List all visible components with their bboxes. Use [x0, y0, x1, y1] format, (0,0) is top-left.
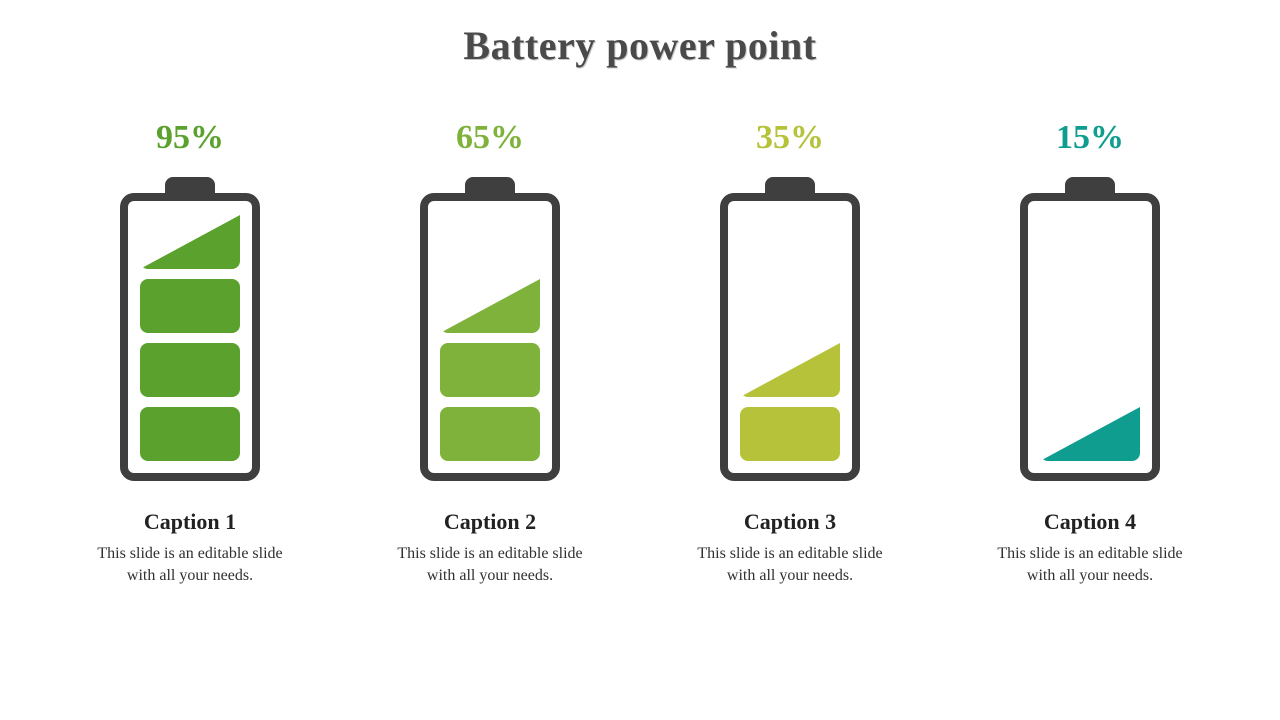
- percent-label: 35%: [756, 119, 824, 157]
- battery-cell: [140, 279, 240, 333]
- battery-tip: [1065, 177, 1115, 193]
- battery-cell: [440, 407, 540, 461]
- caption: Caption 4: [1044, 509, 1136, 535]
- battery-icon: [1020, 177, 1160, 481]
- battery-row: 95% Caption 1 This slide is an editable …: [85, 119, 1195, 586]
- percent-label: 95%: [156, 119, 224, 157]
- caption: Caption 3: [744, 509, 836, 535]
- battery-wedge: [140, 215, 240, 269]
- caption: Caption 2: [444, 509, 536, 535]
- slide-title: Battery power point: [463, 22, 816, 69]
- battery-wedge: [1040, 407, 1140, 461]
- battery-wedge: [740, 343, 840, 397]
- battery-body: [1020, 193, 1160, 481]
- battery-icon: [420, 177, 560, 481]
- battery-item-2: 65% Caption 2 This slide is an editable …: [385, 119, 595, 586]
- battery-cells: [440, 279, 540, 461]
- slide: Battery power point 95% Caption 1 This s…: [0, 0, 1280, 720]
- description: This slide is an editable slide with all…: [990, 543, 1190, 586]
- battery-cells: [140, 215, 240, 461]
- battery-body: [720, 193, 860, 481]
- battery-cells: [740, 343, 840, 461]
- battery-cell: [140, 407, 240, 461]
- description: This slide is an editable slide with all…: [690, 543, 890, 586]
- battery-tip: [165, 177, 215, 193]
- battery-body: [120, 193, 260, 481]
- battery-body: [420, 193, 560, 481]
- percent-label: 15%: [1056, 119, 1124, 157]
- caption: Caption 1: [144, 509, 236, 535]
- battery-icon: [720, 177, 860, 481]
- percent-label: 65%: [456, 119, 524, 157]
- battery-item-1: 95% Caption 1 This slide is an editable …: [85, 119, 295, 586]
- battery-cell: [440, 343, 540, 397]
- description: This slide is an editable slide with all…: [390, 543, 590, 586]
- description: This slide is an editable slide with all…: [90, 543, 290, 586]
- battery-tip: [465, 177, 515, 193]
- battery-item-3: 35% Caption 3 This slide is an editable …: [685, 119, 895, 586]
- battery-item-4: 15% Caption 4 This slide is an editable …: [985, 119, 1195, 586]
- battery-wedge: [440, 279, 540, 333]
- battery-tip: [765, 177, 815, 193]
- battery-cells: [1040, 407, 1140, 461]
- battery-icon: [120, 177, 260, 481]
- battery-cell: [740, 407, 840, 461]
- battery-cell: [140, 343, 240, 397]
